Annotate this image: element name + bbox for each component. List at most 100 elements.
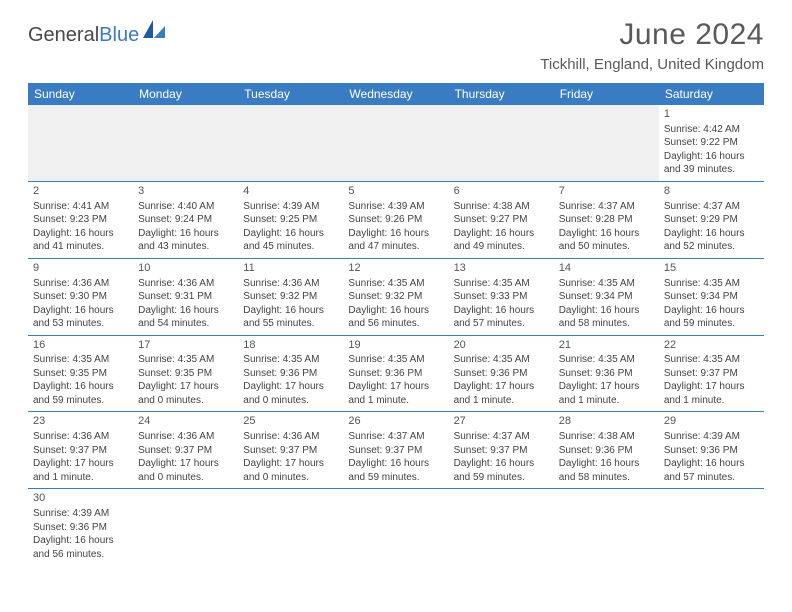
calendar-day-cell: 26Sunrise: 4:37 AMSunset: 9:37 PMDayligh… (343, 412, 448, 489)
dl2-text: and 0 minutes. (243, 394, 338, 408)
dl1-text: Daylight: 16 hours (348, 304, 443, 318)
calendar-day-cell: 14Sunrise: 4:35 AMSunset: 9:34 PMDayligh… (554, 258, 659, 335)
calendar-day-cell: 29Sunrise: 4:39 AMSunset: 9:36 PMDayligh… (659, 412, 764, 489)
dl2-text: and 59 minutes. (664, 317, 759, 331)
sunset-text: Sunset: 9:36 PM (559, 367, 654, 381)
calendar-day-cell: 11Sunrise: 4:36 AMSunset: 9:32 PMDayligh… (238, 258, 343, 335)
sunrise-text: Sunrise: 4:36 AM (33, 430, 128, 444)
calendar-day-cell: 24Sunrise: 4:36 AMSunset: 9:37 PMDayligh… (133, 412, 238, 489)
calendar-day-cell: 23Sunrise: 4:36 AMSunset: 9:37 PMDayligh… (28, 412, 133, 489)
sunrise-text: Sunrise: 4:38 AM (559, 430, 654, 444)
dl1-text: Daylight: 17 hours (243, 380, 338, 394)
calendar-week-row: 30Sunrise: 4:39 AMSunset: 9:36 PMDayligh… (28, 489, 764, 565)
sunrise-text: Sunrise: 4:36 AM (243, 277, 338, 291)
sunrise-text: Sunrise: 4:36 AM (33, 277, 128, 291)
brand-text-2: Blue (99, 24, 139, 47)
day-number: 13 (454, 261, 549, 276)
dl2-text: and 0 minutes. (243, 471, 338, 485)
dl2-text: and 1 minute. (559, 394, 654, 408)
dl1-text: Daylight: 16 hours (454, 457, 549, 471)
calendar-day-cell (449, 489, 554, 565)
sunset-text: Sunset: 9:34 PM (664, 290, 759, 304)
day-number: 7 (559, 184, 654, 199)
brand-text-1: General (28, 24, 99, 47)
weekday-header: Thursday (449, 83, 554, 105)
month-title: June 2024 (540, 18, 764, 52)
sunset-text: Sunset: 9:35 PM (33, 367, 128, 381)
day-number: 21 (559, 338, 654, 353)
sunset-text: Sunset: 9:24 PM (138, 213, 233, 227)
sunset-text: Sunset: 9:36 PM (664, 444, 759, 458)
dl1-text: Daylight: 17 hours (138, 380, 233, 394)
day-number: 18 (243, 338, 338, 353)
calendar-week-row: 2Sunrise: 4:41 AMSunset: 9:23 PMDaylight… (28, 181, 764, 258)
calendar-week-row: 1Sunrise: 4:42 AMSunset: 9:22 PMDaylight… (28, 105, 764, 181)
calendar-day-cell: 18Sunrise: 4:35 AMSunset: 9:36 PMDayligh… (238, 335, 343, 412)
sunrise-text: Sunrise: 4:35 AM (454, 353, 549, 367)
sunset-text: Sunset: 9:25 PM (243, 213, 338, 227)
dl1-text: Daylight: 16 hours (33, 534, 128, 548)
weekday-header: Wednesday (343, 83, 448, 105)
calendar-day-cell (449, 105, 554, 181)
day-number: 9 (33, 261, 128, 276)
weekday-header: Friday (554, 83, 659, 105)
calendar-day-cell: 10Sunrise: 4:36 AMSunset: 9:31 PMDayligh… (133, 258, 238, 335)
dl2-text: and 57 minutes. (664, 471, 759, 485)
day-number: 15 (664, 261, 759, 276)
day-number: 8 (664, 184, 759, 199)
day-number: 1 (664, 107, 759, 122)
sunset-text: Sunset: 9:37 PM (454, 444, 549, 458)
calendar-day-cell (133, 105, 238, 181)
brand-logo: GeneralBlue (28, 24, 165, 47)
sunrise-text: Sunrise: 4:40 AM (138, 200, 233, 214)
dl2-text: and 59 minutes. (348, 471, 443, 485)
dl1-text: Daylight: 17 hours (138, 457, 233, 471)
dl2-text: and 57 minutes. (454, 317, 549, 331)
dl2-text: and 56 minutes. (33, 548, 128, 562)
calendar-day-cell: 13Sunrise: 4:35 AMSunset: 9:33 PMDayligh… (449, 258, 554, 335)
dl2-text: and 56 minutes. (348, 317, 443, 331)
dl2-text: and 53 minutes. (33, 317, 128, 331)
day-number: 24 (138, 414, 233, 429)
sunset-text: Sunset: 9:36 PM (243, 367, 338, 381)
weekday-header: Monday (133, 83, 238, 105)
day-number: 14 (559, 261, 654, 276)
dl1-text: Daylight: 16 hours (454, 304, 549, 318)
calendar-day-cell: 5Sunrise: 4:39 AMSunset: 9:26 PMDaylight… (343, 181, 448, 258)
dl2-text: and 49 minutes. (454, 240, 549, 254)
calendar-day-cell: 3Sunrise: 4:40 AMSunset: 9:24 PMDaylight… (133, 181, 238, 258)
sunrise-text: Sunrise: 4:35 AM (454, 277, 549, 291)
day-number: 28 (559, 414, 654, 429)
day-number: 17 (138, 338, 233, 353)
logo-sail-icon (143, 20, 165, 45)
calendar-day-cell: 20Sunrise: 4:35 AMSunset: 9:36 PMDayligh… (449, 335, 554, 412)
calendar-day-cell (554, 489, 659, 565)
sunrise-text: Sunrise: 4:35 AM (664, 277, 759, 291)
calendar-day-cell (554, 105, 659, 181)
sunset-text: Sunset: 9:27 PM (454, 213, 549, 227)
dl1-text: Daylight: 16 hours (454, 227, 549, 241)
day-number: 3 (138, 184, 233, 199)
dl1-text: Daylight: 16 hours (243, 227, 338, 241)
calendar-day-cell (133, 489, 238, 565)
day-number: 6 (454, 184, 549, 199)
sunrise-text: Sunrise: 4:41 AM (33, 200, 128, 214)
dl1-text: Daylight: 16 hours (33, 227, 128, 241)
day-number: 30 (33, 491, 128, 506)
sunset-text: Sunset: 9:26 PM (348, 213, 443, 227)
sunrise-text: Sunrise: 4:36 AM (138, 430, 233, 444)
sunrise-text: Sunrise: 4:35 AM (348, 353, 443, 367)
day-number: 5 (348, 184, 443, 199)
calendar-day-cell (28, 105, 133, 181)
dl2-text: and 55 minutes. (243, 317, 338, 331)
sunrise-text: Sunrise: 4:39 AM (243, 200, 338, 214)
sunset-text: Sunset: 9:36 PM (454, 367, 549, 381)
calendar-day-cell: 30Sunrise: 4:39 AMSunset: 9:36 PMDayligh… (28, 489, 133, 565)
calendar-day-cell: 28Sunrise: 4:38 AMSunset: 9:36 PMDayligh… (554, 412, 659, 489)
dl2-text: and 45 minutes. (243, 240, 338, 254)
calendar-day-cell: 15Sunrise: 4:35 AMSunset: 9:34 PMDayligh… (659, 258, 764, 335)
sunrise-text: Sunrise: 4:38 AM (454, 200, 549, 214)
sunrise-text: Sunrise: 4:42 AM (664, 123, 759, 137)
sunrise-text: Sunrise: 4:36 AM (243, 430, 338, 444)
sunset-text: Sunset: 9:37 PM (243, 444, 338, 458)
